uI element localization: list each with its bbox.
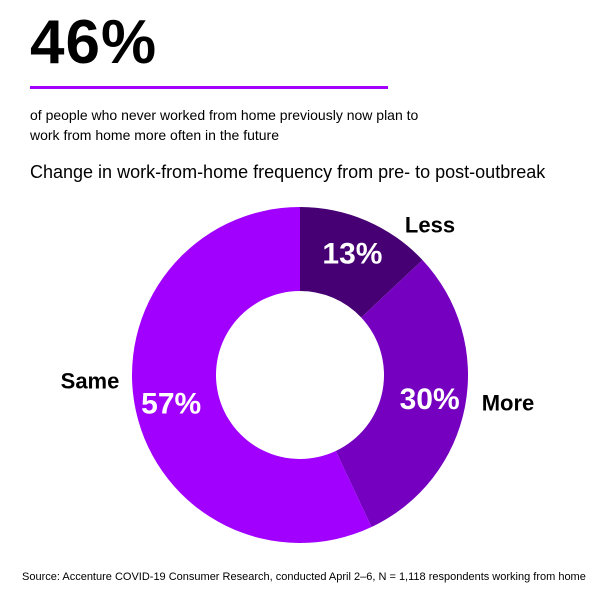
slice-value-same: 57% [141, 387, 201, 420]
slice-category-more: More [482, 391, 535, 416]
donut-slice-same [131, 207, 372, 543]
source-note: Source: Accenture COVID-19 Consumer Rese… [22, 571, 586, 583]
donut-slice-less [300, 207, 423, 318]
slice-value-more: 30% [400, 383, 460, 416]
slice-value-less: 13% [322, 237, 382, 270]
chart-title: Change in work-from-home frequency from … [30, 162, 546, 182]
slice-category-less: Less [405, 213, 455, 238]
slice-category-same: Same [61, 369, 120, 394]
donut-labels: 13% Less 30% More 57% Same [61, 213, 535, 421]
headline-description: of people who never worked from home pre… [30, 107, 419, 143]
headline-stat: 46% [30, 8, 158, 77]
donut-slice-more [335, 259, 468, 528]
donut-slices [131, 207, 468, 543]
headline-divider [30, 86, 388, 89]
